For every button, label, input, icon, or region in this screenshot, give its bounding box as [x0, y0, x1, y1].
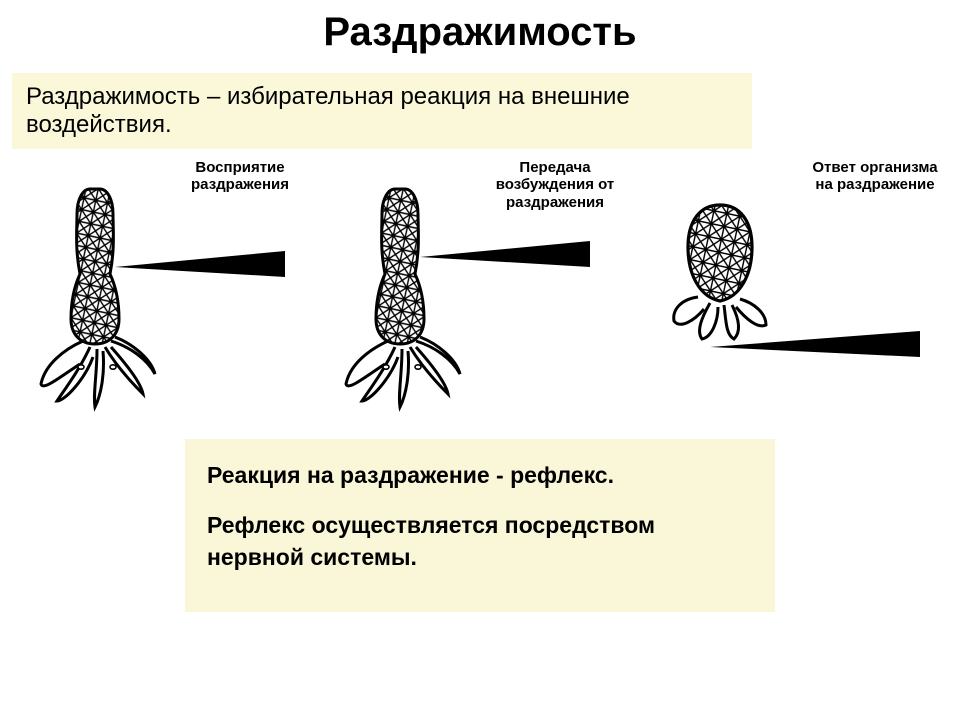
definition-text: Раздражимость – избирательная реакция на…	[26, 83, 630, 138]
hydra-extended-icon	[340, 169, 500, 424]
explanation-line-1: Реакция на раздражение - рефлекс.	[207, 459, 753, 491]
page-title: Раздражимость	[0, 0, 960, 55]
explanation-box: Реакция на раздражение - рефлекс. Рефлек…	[185, 439, 775, 612]
organism-stage-3: Ответ организма на раздражение	[640, 159, 920, 409]
organism-stage-2: Передача возбуждения от раздражения	[340, 159, 620, 409]
reflex-diagram: Восприятие раздражения Передача возбужде…	[0, 159, 960, 419]
definition-box: Раздражимость – избирательная реакция на…	[12, 73, 752, 149]
organism-stage-1: Восприятие раздражения	[35, 159, 315, 409]
hydra-extended-icon	[35, 169, 195, 424]
explanation-line-2: Рефлекс осуществляется посредством нервн…	[207, 509, 753, 573]
organism-caption: Ответ организма на раздражение	[810, 159, 940, 194]
